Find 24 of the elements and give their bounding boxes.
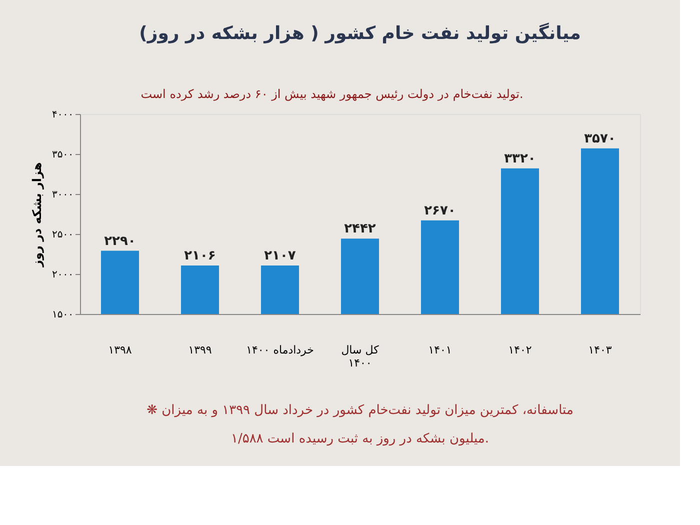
y-tick-label: ۲۰۰۰ bbox=[52, 270, 74, 280]
chart-title: میانگین تولید نفت خام کشور ( هزار بشکه در روز) bbox=[139, 22, 581, 44]
x-tick-label: کل سال ۱۴۰۰ bbox=[341, 344, 380, 370]
x-tick-label: ۱۳۹۹ bbox=[188, 344, 212, 356]
y-tick-label: ۳۰۰۰ bbox=[52, 190, 74, 200]
data-label: ۲۱۰۶ bbox=[184, 248, 216, 264]
y-axis-title: هزار بشکه در روز bbox=[30, 162, 44, 268]
text: تولید نفت‌خام در دولت رئیس جمهور شهید بیش از ۶۰ درصد رشد کرده است. bbox=[140, 87, 524, 101]
y-tick-label: ۲۵۰۰ bbox=[52, 230, 74, 240]
y-tick-label: ۴۰۰۰ bbox=[52, 110, 74, 120]
data-label: ۳۵۷۰ bbox=[584, 131, 616, 146]
x-tick-label: ۱۴۰۲ bbox=[508, 344, 532, 356]
data-label: ۲۲۹۰ bbox=[104, 234, 136, 249]
text: ❋ متاسفانه، کمترین میزان تولید نفت‌خام کشور در خرداد سال ۱۳۹۹ و به میزان ۱/۵۸۸ میلیون بشکه در روز به ثبت رسیده است. bbox=[146, 403, 574, 447]
x-tick-label: ۱۴۰۳ bbox=[588, 344, 612, 356]
y-tick-label: ۱۵۰۰ bbox=[52, 310, 74, 320]
data-label: ۲۱۰۷ bbox=[264, 248, 296, 264]
data-label: ۲۴۴۲ bbox=[344, 222, 376, 237]
x-tick-label: خردادماه ۱۴۰۰ bbox=[246, 344, 314, 356]
data-label: ۲۶۷۰ bbox=[424, 203, 456, 218]
data-label: ۳۳۲۰ bbox=[504, 151, 536, 166]
x-tick-label: ۱۳۹۸ bbox=[108, 344, 132, 356]
y-tick-label: ۳۵۰۰ bbox=[52, 150, 74, 160]
x-tick-label: ۱۴۰۱ bbox=[428, 344, 452, 356]
